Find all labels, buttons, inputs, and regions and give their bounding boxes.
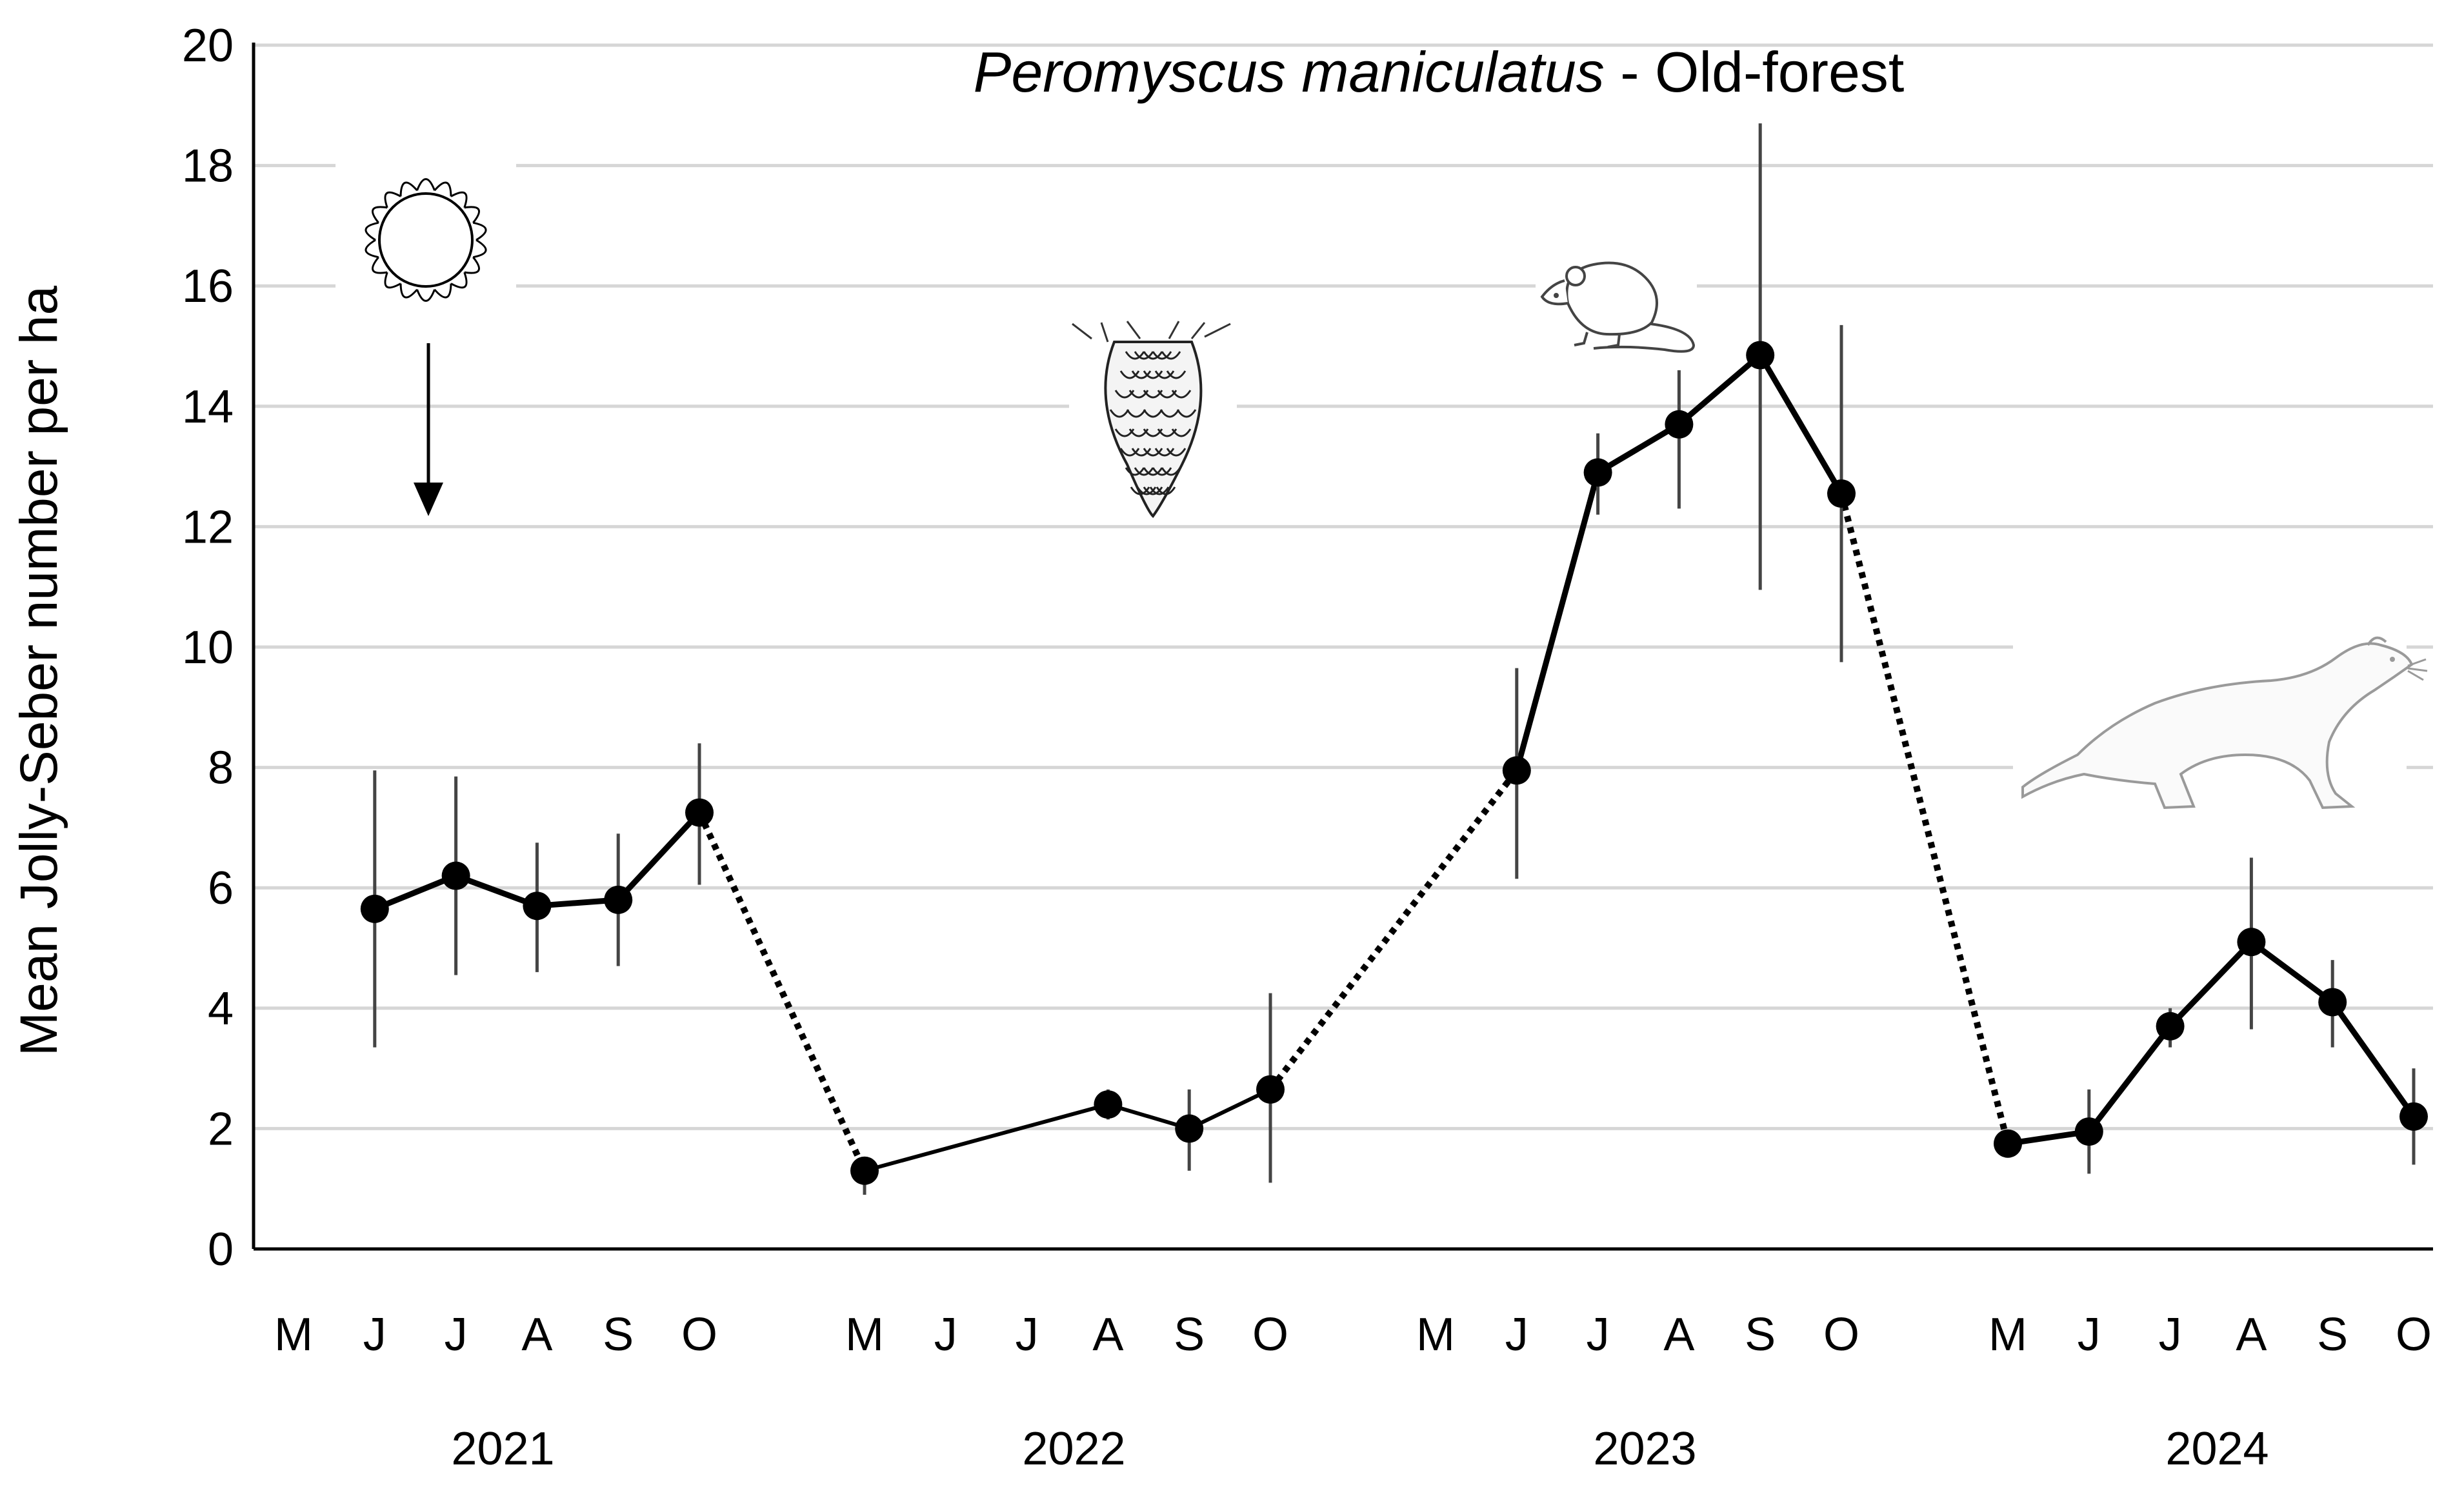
x-tick-label: A (521, 1309, 552, 1361)
x-tick-label: J (1016, 1309, 1039, 1361)
x-tick-label: J (2078, 1309, 2101, 1361)
year-label: 2022 (1022, 1423, 1125, 1475)
series-line-2024 (2007, 939, 2416, 1147)
weasel-icon (2013, 632, 2428, 813)
y-tick-label: 20 (182, 20, 234, 72)
data-point (1502, 756, 1531, 785)
year-label: 2021 (451, 1423, 554, 1475)
chart-title-species: Peromyscus maniculatus (974, 40, 1605, 104)
axes (252, 43, 2433, 1251)
x-tick-label: J (363, 1309, 386, 1361)
data-point (1094, 1090, 1123, 1119)
series-line-2022 (864, 1088, 1272, 1173)
x-tick-label: O (1252, 1309, 1288, 1361)
y-tick-label: 6 (208, 863, 234, 914)
x-tick-label: J (445, 1309, 468, 1361)
x-tick-label: O (2396, 1309, 2432, 1361)
x-tick-label: A (2236, 1309, 2267, 1361)
chart-title-habitat: - Old-forest (1605, 40, 1905, 104)
x-tick-label: M (274, 1309, 313, 1361)
data-point (360, 894, 389, 923)
data-point (1583, 458, 1612, 487)
data-point (441, 861, 470, 890)
y-tick-label: 18 (182, 141, 234, 192)
x-tick-label: M (1416, 1309, 1455, 1361)
data-point (2399, 1102, 2428, 1131)
y-tick-label: 10 (182, 622, 234, 674)
chart-title: Peromyscus maniculatus - Old-forest (974, 40, 1905, 104)
y-tick-label: 16 (182, 261, 234, 312)
x-tick-label: M (845, 1309, 884, 1361)
data-point (1994, 1129, 2022, 1158)
x-tick-label: J (2159, 1309, 2182, 1361)
y-tick-label: 14 (182, 381, 234, 433)
data-point (2156, 1012, 2185, 1041)
data-point (523, 892, 552, 921)
mouse-icon (1536, 252, 1697, 361)
x-tick-label: S (2317, 1309, 2348, 1361)
y-tick-label: 4 (208, 983, 234, 1035)
x-tick-label: J (934, 1309, 957, 1361)
y-tick-label: 12 (182, 501, 234, 553)
data-point (2237, 928, 2266, 957)
x-tick-label: A (1092, 1309, 1123, 1361)
x-tick-label: S (1174, 1309, 1205, 1361)
y-axis-label: Mean Jolly-Seber number per ha (10, 286, 68, 1057)
year-label: 2024 (2165, 1423, 2269, 1475)
y-tick-label: 0 (208, 1224, 234, 1275)
y-tick-label: 8 (208, 743, 234, 794)
x-tick-label: A (1663, 1309, 1694, 1361)
grid-lines (254, 43, 2433, 1130)
data-point (604, 885, 633, 914)
data-point (1827, 479, 1856, 508)
data-point (1746, 341, 1775, 370)
x-tick-label: O (1823, 1309, 1859, 1361)
data-point (685, 798, 714, 827)
x-tick-label: O (681, 1309, 717, 1361)
arrow-down-icon (414, 343, 443, 516)
data-point (1665, 410, 1694, 439)
x-tick-label: M (1988, 1309, 2027, 1361)
y-tick-labels: 0 2 4 6 8 10 12 14 16 18 20 (182, 20, 234, 1275)
dotted-link (696, 811, 868, 1172)
y-tick-label: 2 (208, 1103, 234, 1155)
x-tick-label: J (1505, 1309, 1528, 1361)
data-point (1256, 1075, 1285, 1104)
sun-icon (336, 163, 516, 317)
year-labels: 2021 2022 2023 2024 (451, 1423, 2269, 1475)
x-tick-label: S (603, 1309, 634, 1361)
x-tick-label: S (1745, 1309, 1776, 1361)
dotted-link (1838, 492, 2011, 1144)
pine-cone-icon (1069, 319, 1237, 519)
data-point (850, 1156, 879, 1185)
x-tick-label: J (1587, 1309, 1610, 1361)
data-point (2318, 988, 2347, 1017)
data-point (2074, 1117, 2103, 1146)
series (360, 123, 2428, 1195)
data-point (1175, 1114, 1204, 1143)
year-label: 2023 (1593, 1423, 1696, 1475)
dotted-link (1268, 768, 1519, 1092)
